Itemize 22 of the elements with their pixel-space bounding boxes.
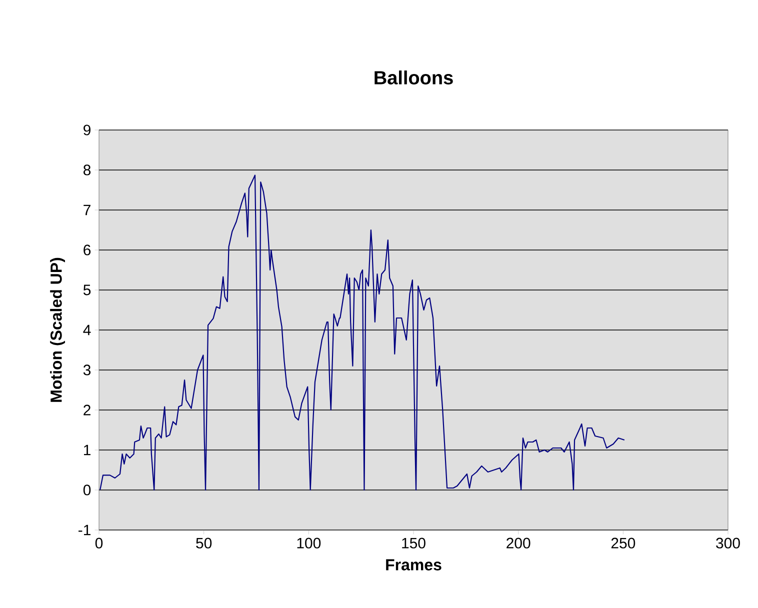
y-tick-label: 9 bbox=[84, 124, 90, 136]
y-tick-label: 0 bbox=[83, 484, 91, 496]
y-tick-label: 7 bbox=[84, 204, 90, 216]
x-axis-title: Frames bbox=[386, 559, 442, 570]
x-tick-label: 300 bbox=[716, 538, 740, 548]
x-tick-label: 200 bbox=[506, 538, 530, 548]
x-tick-label: 50 bbox=[196, 538, 212, 548]
y-tick-label: 2 bbox=[84, 404, 90, 416]
line-series bbox=[100, 174, 625, 491]
x-tick-label: 250 bbox=[611, 538, 636, 548]
y-tick-label: 1 bbox=[84, 444, 90, 456]
y-tick-label: 3 bbox=[83, 364, 91, 376]
y-tick-label: 4 bbox=[83, 324, 91, 336]
y-axis-title: Motion (Scaled UP) bbox=[50, 258, 65, 402]
x-tick-label: 0 bbox=[95, 538, 103, 548]
y-tick-label: 8 bbox=[84, 164, 91, 176]
y-tick-label: -1 bbox=[78, 524, 90, 536]
x-tick-label: 150 bbox=[402, 538, 426, 548]
x-tick-label: 100 bbox=[297, 538, 321, 548]
chart-title: Balloons bbox=[374, 70, 453, 84]
y-tick-label: 6 bbox=[84, 244, 91, 256]
y-tick-label: 5 bbox=[83, 284, 91, 296]
